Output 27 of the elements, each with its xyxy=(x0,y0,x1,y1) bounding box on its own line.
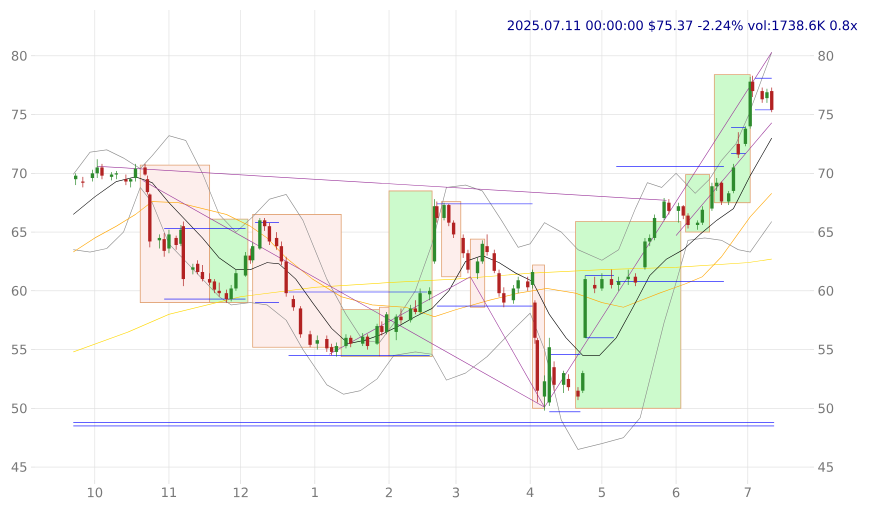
x-tick-label: 5 xyxy=(598,488,605,498)
x-tick-label: 7 xyxy=(744,488,751,497)
x-tick-label: 10 xyxy=(88,488,102,498)
x-tick-label: 3 xyxy=(452,488,460,498)
x-tick-label: 11 xyxy=(162,488,176,497)
y-tick-label: 70 xyxy=(12,168,27,178)
x-tick-label: 2 xyxy=(386,488,392,498)
x-tick-label: 12 xyxy=(234,488,248,498)
x-tick-label: 1 xyxy=(312,488,318,497)
y2-tick-label: 60 xyxy=(818,286,834,296)
x-tick-label: 4 xyxy=(526,488,534,497)
y-tick-label: 50 xyxy=(12,403,27,414)
y-tick-label: 55 xyxy=(12,344,26,354)
y2-tick-label: 65 xyxy=(818,227,833,237)
y-tick-label: 45 xyxy=(12,462,26,472)
y-tick-label: 60 xyxy=(12,286,27,296)
y-tick-label: 65 xyxy=(12,227,26,237)
y-tick-label: 75 xyxy=(12,110,26,120)
y2-tick-label: 80 xyxy=(818,50,834,61)
y-tick-label: 80 xyxy=(12,50,27,61)
y2-tick-label: 50 xyxy=(818,403,834,414)
y2-tick-label: 45 xyxy=(818,462,833,472)
y2-tick-label: 75 xyxy=(818,110,833,120)
y2-tick-label: 70 xyxy=(818,168,834,178)
y2-tick-label: 55 xyxy=(818,344,833,354)
x-tick-label: 6 xyxy=(672,488,680,498)
text: 2025.07.11 00:00:00 $75.37 -2.24% vol:1738.6K 0.8x xyxy=(508,20,858,32)
